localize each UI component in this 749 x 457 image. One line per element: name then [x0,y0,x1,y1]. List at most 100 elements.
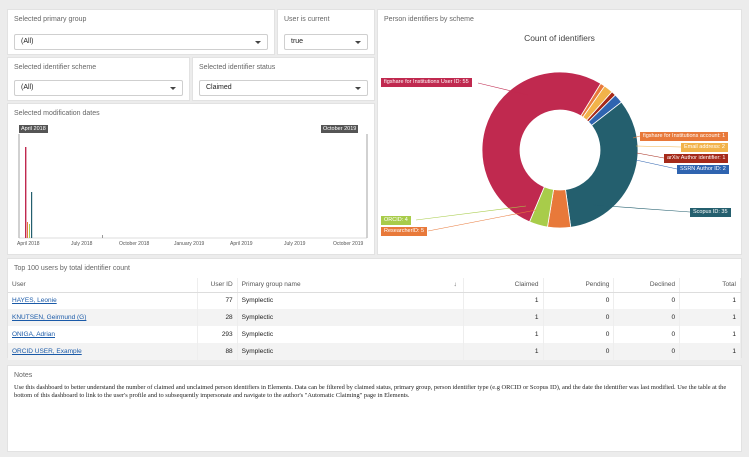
slice-label[interactable]: ORCID: 4 [381,216,411,225]
axis-label: January 2019 [174,241,205,247]
declined-cell: 0 [613,326,681,343]
timeline-bar [29,224,30,238]
user-id-cell: 293 [197,326,238,343]
identifier-scheme-filter: Selected identifier scheme (All) [7,57,190,101]
claimed-cell: 1 [463,343,544,360]
declined-cell: 0 [613,343,681,360]
leader-line [635,145,682,148]
axis-label: July 2019 [284,241,306,247]
group-cell: Symplectic [237,309,464,326]
total-cell: 1 [679,292,741,309]
col-pending[interactable]: Pending [543,278,615,293]
total-cell: 1 [679,326,741,343]
slice-label[interactable]: figshare for Institutions User ID: 55 [381,78,472,87]
donut-slice[interactable] [565,101,639,228]
claimed-cell: 1 [463,326,544,343]
chevron-down-icon [355,87,361,90]
primary-group-title: Selected primary group [14,16,87,23]
notes-text: Use this dashboard to better understand … [14,384,727,399]
identifier-scheme-title: Selected identifier scheme [14,64,97,71]
group-cell: Symplectic [237,343,464,360]
date-timeline[interactable] [8,104,376,256]
user-link[interactable]: KNUTSEN, Geirmund (G) [12,314,87,321]
identifier-status-filter: Selected identifier status Claimed [192,57,375,101]
group-cell: Symplectic [237,326,464,343]
primary-group-select[interactable]: (All) [14,34,268,50]
users-table: User User ID Primary group name ↓ Claime… [8,278,741,360]
slice-label[interactable]: figshare for Institutions account: 1 [640,132,729,141]
slice-label[interactable]: SSRN Author ID: 2 [677,165,729,174]
user-link[interactable]: ONIGA, Adrian [12,331,55,338]
modification-dates-title: Selected modification dates [14,110,100,117]
pending-cell: 0 [543,292,615,309]
total-cell: 1 [679,309,741,326]
table-row: ONIGA, Adrian 293 Symplectic 1 0 0 1 [8,326,741,343]
claimed-cell: 1 [463,292,544,309]
leader-line [427,209,537,232]
axis-label: October 2018 [119,241,150,247]
leader-line [635,159,678,170]
col-primary-group[interactable]: Primary group name ↓ [237,278,464,293]
axis-label: April 2018 [17,241,40,247]
modification-dates-panel: Selected modification dates April 2018 O… [7,103,375,255]
user-current-title: User is current [284,16,330,23]
pending-cell: 0 [543,326,615,343]
timeline-bar [102,235,103,238]
identifier-status-select[interactable]: Claimed [199,80,368,96]
timeline-bar [25,147,27,238]
identifier-scheme-select[interactable]: (All) [14,80,183,96]
sort-descending-icon[interactable]: ↓ [453,281,457,288]
leader-line [477,82,529,96]
table-row: HAYES, Leonie 77 Symplectic 1 0 0 1 [8,292,741,309]
user-id-cell: 88 [197,343,238,360]
declined-cell: 0 [613,309,681,326]
chevron-down-icon [255,41,261,44]
donut-slice[interactable] [529,186,555,228]
pending-cell: 0 [543,309,615,326]
col-user-id[interactable]: User ID [197,278,238,293]
col-claimed[interactable]: Claimed [463,278,544,293]
user-link[interactable]: ORCID USER, Example [12,348,82,355]
user-link[interactable]: HAYES, Leonie [12,297,57,305]
claimed-cell: 1 [463,309,544,326]
start-date-handle[interactable]: April 2018 [19,125,48,133]
identifier-status-value: Claimed [206,84,232,91]
axis-label: April 2019 [230,241,253,247]
user-id-cell: 28 [197,309,238,326]
donut-slice[interactable] [481,71,602,223]
donut-chart [415,71,691,232]
user-current-filter: User is current true [277,9,375,55]
chart-title: Count of identifiers [524,33,595,43]
slice-label[interactable]: Email address: 2 [681,143,728,152]
end-date-handle[interactable]: October 2019 [321,125,359,133]
col-declined[interactable]: Declined [613,278,681,293]
user-id-cell: 77 [197,292,238,309]
identifier-status-title: Selected identifier status [199,64,276,71]
total-cell: 1 [679,343,741,360]
leader-line [415,205,527,221]
notes-panel: Notes Use this dashboard to better under… [7,365,742,452]
pending-cell: 0 [543,343,615,360]
timeline-bar [27,222,28,238]
table-header-row: User User ID Primary group name ↓ Claime… [8,278,741,293]
col-user[interactable]: User [8,278,198,293]
users-table-panel: Top 100 users by total identifier count … [7,258,742,360]
identifiers-by-scheme-title: Person identifiers by scheme [384,16,474,23]
user-current-select[interactable]: true [284,34,368,50]
declined-cell: 0 [613,292,681,309]
chevron-down-icon [170,87,176,90]
leader-line [592,204,691,213]
slice-label[interactable]: ResearcherID: 5 [381,227,428,236]
identifier-scheme-value: (All) [21,84,34,91]
chevron-down-icon [355,41,361,44]
axis-label: October 2019 [333,241,364,247]
slice-label[interactable]: Scopus ID: 35 [690,208,731,217]
slice-label[interactable]: arXiv Author identifier: 1 [664,154,729,163]
table-row: KNUTSEN, Geirmund (G) 28 Symplectic 1 0 … [8,309,741,326]
users-table-title: Top 100 users by total identifier count [14,265,130,272]
timeline-bar [31,192,33,238]
col-total[interactable]: Total [679,278,741,293]
identifiers-by-scheme-panel: Person identifiers by scheme Count of id… [377,9,742,255]
user-current-value: true [291,38,304,45]
primary-group-filter: Selected primary group (All) [7,9,275,55]
